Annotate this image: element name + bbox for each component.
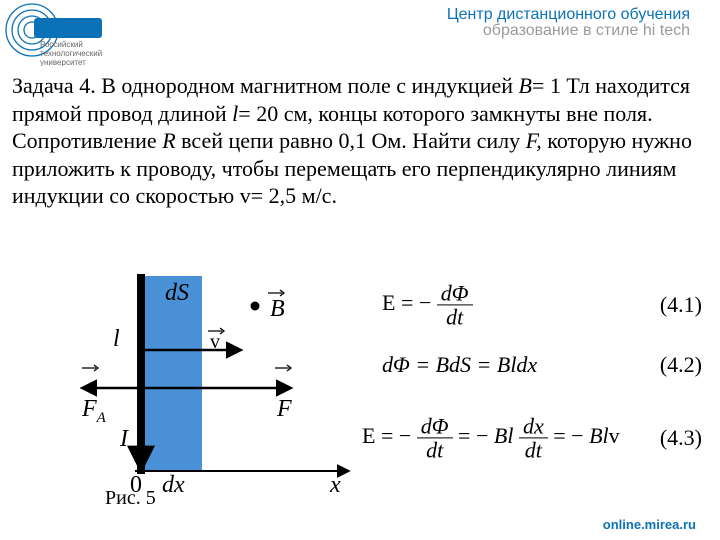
eq3-m3: − <box>571 423 589 448</box>
logo-sub1: Российский <box>40 40 83 49</box>
t-F: F, <box>526 128 542 153</box>
lbl-I: I <box>119 426 129 452</box>
vec-hat-F <box>275 365 291 371</box>
lbl-FA: FA <box>81 396 107 426</box>
eq3-n2: dx <box>519 414 548 438</box>
lbl-l: l <box>113 326 120 352</box>
eq3-eq3: = <box>553 423 571 448</box>
lbl-dS: dS <box>165 280 189 306</box>
eq3-m2: − <box>476 423 494 448</box>
B-dot <box>251 302 260 311</box>
logo: МИРЭА Российский технологический универс… <box>0 0 130 66</box>
lbl-B: B <box>270 296 285 322</box>
lbl-dx: dx <box>162 472 185 498</box>
eq1-E: E <box>382 290 395 315</box>
header-line2: образование в стиле hi tech <box>447 22 690 40</box>
eq1-num-label: (4.1) <box>660 292 702 318</box>
eq2-main: dΦ = BdS = Bldx <box>382 352 537 378</box>
eq3-num-label: (4.3) <box>660 425 702 451</box>
eq3-Bl1: Bl <box>494 423 514 448</box>
logo-sub2: технологический <box>40 49 102 58</box>
figure-svg: dS B v l FA F I 0 dx x <box>80 268 360 498</box>
logo-sub3: университет <box>40 58 86 66</box>
eq2-num-label: (4.2) <box>660 352 702 378</box>
eq3-n1: dΦ <box>417 414 453 438</box>
eq1-num: dΦ <box>437 281 473 305</box>
eq1-minus: − <box>419 290 437 315</box>
vec-hat-FA <box>82 365 98 371</box>
eq3-d2: dt <box>519 438 548 461</box>
eq1-eq: = <box>401 290 419 315</box>
lbl-F: F <box>276 396 292 422</box>
eq3-m1: − <box>399 423 417 448</box>
figure-caption: Рис. 5 <box>105 487 156 510</box>
lbl-v: v <box>210 331 220 353</box>
footer-url[interactable]: online.mirea.ru <box>603 517 696 532</box>
equation-4-3: E = − dΦdt = − Bl dxdt = − Blv (4.3) <box>362 410 702 465</box>
figure-5: dS B v l FA F I 0 dx x Рис. 5 <box>80 268 360 513</box>
t-R: R <box>162 128 175 153</box>
eq3-E: E <box>362 423 375 448</box>
eq3-eq2: = <box>458 423 476 448</box>
t-p1a: Задача 4. В однородном магнитном поле с … <box>12 73 519 98</box>
header: МИРЭА Российский технологический универс… <box>0 0 720 70</box>
t-p1d: всей цепи равно 0,1 Ом. Найти силу <box>176 128 526 153</box>
eq3-d1: dt <box>417 438 453 461</box>
problem-text: Задача 4. В однородном магнитном поле с … <box>12 72 702 210</box>
logo-brand: МИРЭА <box>40 20 91 36</box>
eq3-eq1: = <box>381 423 399 448</box>
eq3-Blv: Blv <box>589 423 620 448</box>
equation-4-1: E = − dΦdt (4.1) <box>382 280 702 330</box>
equation-4-2: dΦ = BdS = Bldx (4.2) <box>382 345 702 385</box>
lbl-x: x <box>329 472 341 498</box>
t-B: B <box>519 73 532 98</box>
eq1-den: dt <box>437 306 473 329</box>
mirea-logo-icon: МИРЭА Российский технологический универс… <box>0 0 130 66</box>
header-text: Центр дистанционного обучения образовани… <box>447 6 690 40</box>
